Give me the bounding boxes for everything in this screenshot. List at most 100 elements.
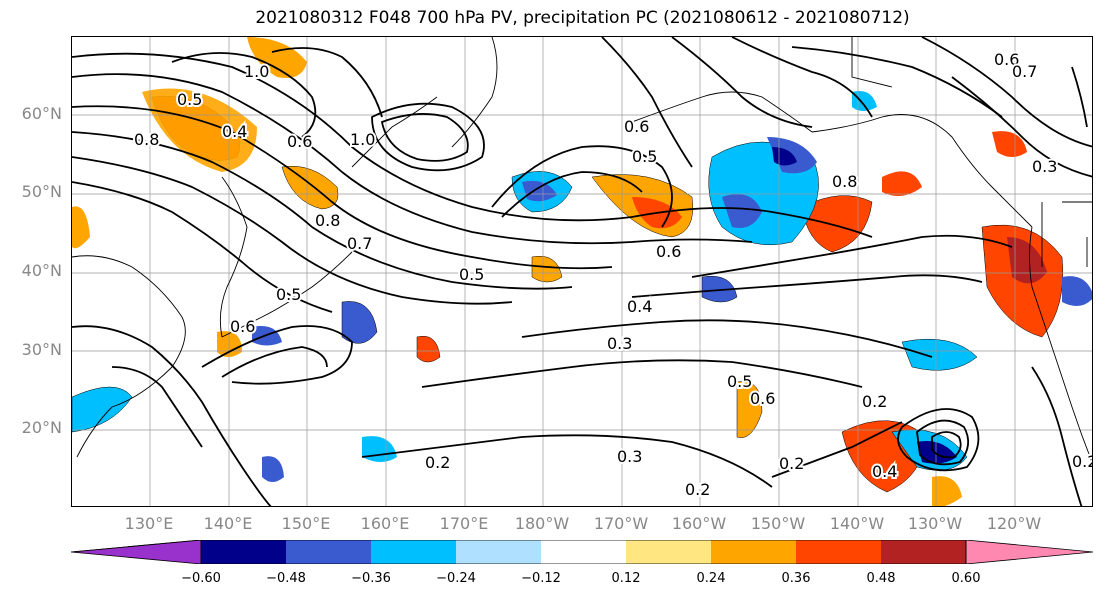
- contour-label: 0.2: [425, 453, 450, 472]
- precip-positive-patch: [217, 331, 242, 357]
- lon-label-130e: 130°E: [124, 514, 174, 533]
- coastlines: [72, 37, 1092, 464]
- precip-positive-patch: [281, 165, 339, 210]
- colorbar-tick-label: 0.12: [611, 571, 641, 586]
- colorbar-tick-label: 0.48: [866, 571, 896, 586]
- lat-label-50n: 50°N: [21, 182, 62, 201]
- contour-label: 0.5: [276, 285, 301, 304]
- lon-label-150e: 150°E: [281, 514, 331, 533]
- lon-label-140e: 140°E: [203, 514, 253, 533]
- lon-label-150w: 150°W: [750, 514, 806, 533]
- contour-label: 0.3: [607, 334, 632, 353]
- contour-label: 0.8: [832, 172, 857, 191]
- lon-label-130w: 130°W: [907, 514, 963, 533]
- colorbar-tick-label: −0.36: [351, 571, 391, 586]
- contour-label: 0.6: [230, 317, 255, 336]
- lat-label-40n: 40°N: [21, 261, 62, 280]
- colorbar-segment: [881, 540, 966, 564]
- contour-label: 0.4: [222, 122, 247, 141]
- contour-label: 0.5: [632, 147, 657, 166]
- precip-positive-patch: [247, 37, 307, 78]
- contour-label: 0.6: [287, 132, 312, 151]
- precip-negative-patch: [72, 386, 133, 433]
- lat-label-60n: 60°N: [21, 104, 62, 123]
- precip-positive-patch: [531, 255, 563, 283]
- map-canvas: 1.0 0.5 0.8 0.4 0.6 1.0 0.8 0.7 0.5 0.6 …: [72, 37, 1093, 506]
- colorbar-tick-label: 0.60: [951, 571, 981, 586]
- lon-label-170e: 170°E: [439, 514, 489, 533]
- pv-contours: [72, 37, 1092, 506]
- colorbar-segment: [711, 540, 796, 564]
- contour-label: 0.2: [779, 454, 804, 473]
- lon-label-140w: 140°W: [829, 514, 885, 533]
- contour-label: 0.6: [624, 117, 649, 136]
- lon-label-180w: 180°W: [514, 514, 570, 533]
- precip-positive-patch: [416, 335, 441, 363]
- contour-label: 0.5: [459, 265, 484, 284]
- colorbar-segment: [796, 540, 881, 564]
- graticule: [72, 37, 1092, 506]
- colorbar-tick-label: −0.60: [181, 571, 221, 586]
- colorbar-extend-min: [71, 540, 202, 564]
- colorbar-tick-label: 0.36: [781, 571, 811, 586]
- precip-positive-patch: [736, 381, 763, 438]
- precip-negative-patch: [722, 194, 762, 228]
- lon-label-160w: 160°W: [671, 514, 727, 533]
- map-panel: 1.0 0.5 0.8 0.4 0.6 1.0 0.8 0.7 0.5 0.6 …: [71, 36, 1093, 507]
- colorbar-tick-label: −0.24: [436, 571, 476, 586]
- contour-label: 0.5: [727, 372, 752, 391]
- contour-label: 0.7: [347, 234, 372, 253]
- precip-negative-patch: [852, 91, 877, 111]
- precip-positive-patch: [932, 476, 962, 506]
- lon-label-170w: 170°W: [593, 514, 649, 533]
- lon-label-120w: 120°W: [986, 514, 1042, 533]
- precip-negative-patch: [362, 436, 397, 462]
- contour-label: 0.8: [134, 130, 159, 149]
- colorbar-segment: [201, 540, 286, 564]
- contour-label: 0.6: [656, 242, 681, 261]
- contour-label: 0.2: [685, 480, 710, 499]
- precip-positive-patch: [801, 195, 873, 253]
- colorbar-tick-label: 0.24: [696, 571, 726, 586]
- colorbar-tick-label: −0.48: [266, 571, 306, 586]
- colorbar: [71, 540, 1094, 564]
- precip-negative-patch: [522, 180, 557, 202]
- contour-label: 0.5: [177, 90, 202, 109]
- precip-negative-patch: [701, 275, 738, 303]
- colorbar-tick-label: −0.12: [521, 571, 561, 586]
- precip-negative-patch: [262, 456, 284, 482]
- colorbar-segment: [286, 540, 371, 564]
- precip-positive-patch: [1007, 237, 1047, 284]
- contour-label: 0.6: [994, 50, 1019, 69]
- colorbar-segment: [541, 540, 626, 564]
- contour-label: 0.6: [750, 389, 775, 408]
- lat-label-20n: 20°N: [21, 418, 62, 437]
- contour-label: 1.0: [350, 130, 375, 149]
- precip-fill-layer: [72, 37, 1092, 506]
- colorbar-segment: [626, 540, 711, 564]
- contour-label: 0.8: [315, 211, 340, 230]
- contour-label: 0.4: [872, 462, 897, 481]
- contour-label: 0.4: [627, 297, 652, 316]
- contour-label: 0.2: [862, 392, 887, 411]
- colorbar-extend-max: [965, 540, 1094, 564]
- contour-label: 1.0: [244, 62, 269, 81]
- map-title: 2021080312 F048 700 hPa PV, precipitatio…: [255, 8, 910, 28]
- precip-negative-patch: [341, 301, 378, 344]
- precip-negative-patch: [772, 147, 797, 166]
- precip-positive-patch: [882, 171, 922, 196]
- contour-label: 0.3: [1032, 157, 1057, 176]
- precip-negative-patch: [901, 338, 978, 371]
- precip-positive-patch: [72, 206, 90, 249]
- colorbar-segment: [456, 540, 541, 564]
- lon-label-160e: 160°E: [360, 514, 410, 533]
- colorbar-segment: [371, 540, 456, 564]
- lat-label-30n: 30°N: [21, 340, 62, 359]
- precip-negative-patch: [1062, 276, 1092, 306]
- contour-label-layer: 1.0 0.5 0.8 0.4 0.6 1.0 0.8 0.7 0.5 0.6 …: [132, 48, 1093, 501]
- contour-label: 0.3: [617, 447, 642, 466]
- precip-positive-patch: [142, 88, 257, 172]
- contour-label: 0.2: [1072, 452, 1093, 471]
- contour-label: 0.7: [1012, 62, 1037, 81]
- precip-positive-patch: [992, 131, 1027, 157]
